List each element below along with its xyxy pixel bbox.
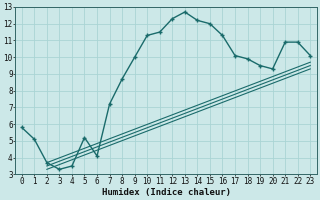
X-axis label: Humidex (Indice chaleur): Humidex (Indice chaleur) [101, 188, 230, 197]
